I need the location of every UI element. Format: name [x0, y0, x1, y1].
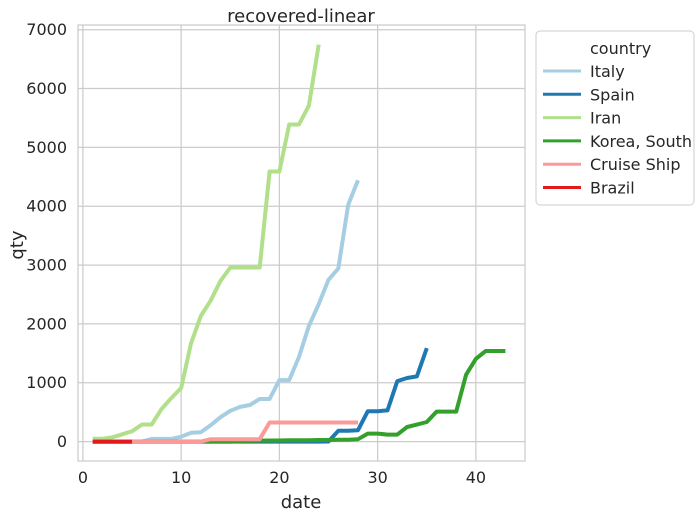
x-tick-label: 30: [367, 468, 387, 487]
x-tick-labels: 0 10 20 30 40: [78, 468, 486, 487]
legend-title: country: [590, 39, 651, 58]
legend-label-italy: Italy: [590, 62, 625, 81]
plot-frame: [77, 24, 526, 462]
y-tick-labels: 0 1000 2000 3000 4000 5000 6000 7000: [26, 20, 67, 451]
y-tick-label: 5000: [26, 138, 67, 157]
y-tick-label: 1000: [26, 373, 67, 392]
x-tick-label: 0: [78, 468, 88, 487]
x-tick-label: 20: [269, 468, 289, 487]
x-tick-label: 10: [171, 468, 191, 487]
y-tick-label: 7000: [26, 20, 67, 39]
chart-title: recovered-linear: [227, 6, 375, 27]
legend-label-korea-south: Korea, South: [590, 132, 692, 151]
y-tick-label: 4000: [26, 197, 67, 216]
series-lines: [92, 44, 506, 444]
legend-label-cruise-ship: Cruise Ship: [590, 155, 681, 174]
y-axis-label: qty: [7, 230, 28, 259]
legend-label-brazil: Brazil: [590, 179, 635, 198]
series-line-korea-south: [92, 349, 506, 444]
grid: [78, 25, 525, 461]
x-tick-label: 40: [466, 468, 486, 487]
legend-entries: Italy Spain Iran Korea, South Cruise Ship Bra…: [543, 62, 692, 198]
y-tick-label: 2000: [26, 314, 67, 333]
y-tick-label: 3000: [26, 256, 67, 275]
series-line-italy: [92, 179, 360, 444]
legend-label-iran: Iran: [590, 109, 621, 128]
series-line-spain: [92, 347, 429, 444]
legend-frame: [535, 30, 695, 206]
legend: country Italy Spain Iran Korea, South Cruise…: [535, 30, 695, 206]
series-line-cruise-ship: [92, 420, 358, 444]
legend-label-spain: Spain: [590, 85, 635, 104]
y-tick-label: 0: [57, 432, 67, 451]
x-axis-label: date: [281, 492, 322, 513]
y-tick-label: 6000: [26, 79, 67, 98]
series-line-iran: [92, 44, 321, 441]
